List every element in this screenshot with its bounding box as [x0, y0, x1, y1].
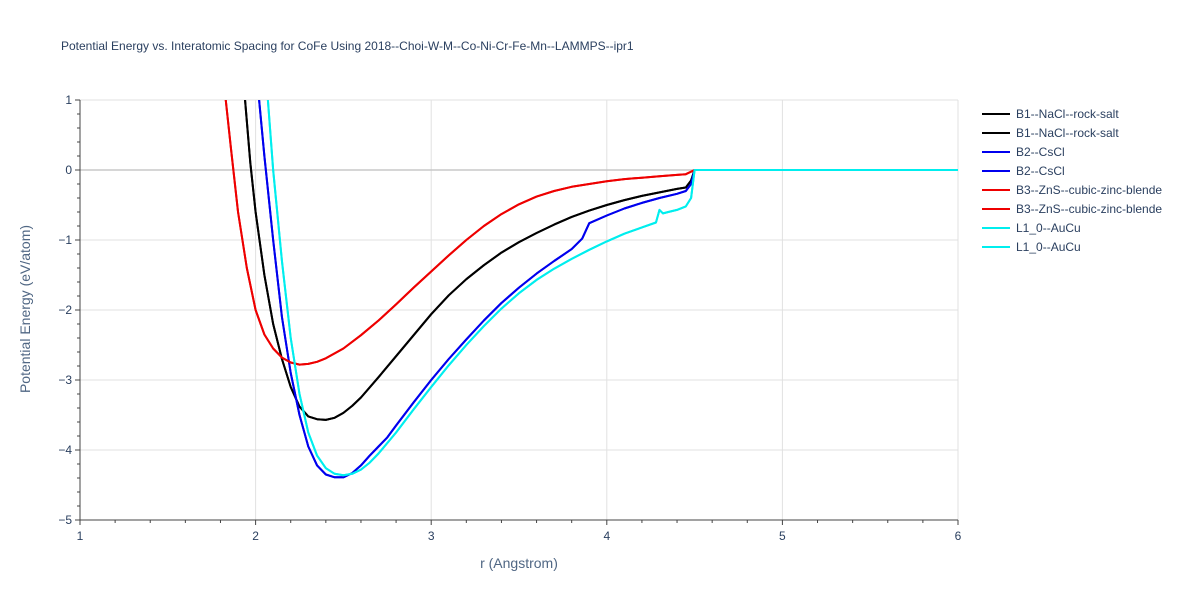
y-tick-label: −5	[58, 513, 72, 527]
legend-label: B2--CsCl	[1016, 164, 1065, 178]
series-layer	[224, 100, 958, 479]
grid-layer	[80, 99, 959, 520]
series-line-3[interactable]	[258, 100, 958, 479]
legend-label: B3--ZnS--cubic-zinc-blende	[1016, 183, 1162, 197]
x-tick-label: 2	[252, 529, 259, 543]
legend-label: B1--NaCl--rock-salt	[1016, 107, 1119, 121]
x-tick-label: 6	[955, 529, 962, 543]
legend-label: L1_0--AuCu	[1016, 240, 1081, 254]
series-line-5[interactable]	[224, 100, 958, 366]
series-line-4[interactable]	[224, 100, 958, 366]
legend-label: B2--CsCl	[1016, 145, 1065, 159]
y-axis-title: Potential Energy (eV/atom)	[17, 225, 33, 393]
legend-item[interactable]: B3--ZnS--cubic-zinc-blende	[982, 202, 1162, 216]
legend-item[interactable]: B2--CsCl	[982, 145, 1065, 159]
x-tick-label: 3	[428, 529, 435, 543]
legend-item[interactable]: B3--ZnS--cubic-zinc-blende	[982, 183, 1162, 197]
y-tick-label: −3	[58, 373, 72, 387]
chart-title: Potential Energy vs. Interatomic Spacing…	[61, 39, 634, 53]
x-tick-label: 5	[779, 529, 786, 543]
legend[interactable]: B1--NaCl--rock-salt B1--NaCl--rock-salt B2…	[982, 107, 1162, 254]
y-tick-label: 0	[65, 163, 72, 177]
legend-item[interactable]: L1_0--AuCu	[982, 221, 1081, 235]
y-tick-label: −2	[58, 303, 72, 317]
x-tick-label: 4	[603, 529, 610, 543]
series-line-2[interactable]	[258, 100, 958, 479]
series-line-7[interactable]	[266, 100, 958, 477]
y-tick-label: 1	[65, 93, 72, 107]
x-axis-title: r (Angstrom)	[480, 555, 558, 571]
legend-label: B3--ZnS--cubic-zinc-blende	[1016, 202, 1162, 216]
series-line-0[interactable]	[244, 100, 958, 421]
legend-item[interactable]: L1_0--AuCu	[982, 240, 1081, 254]
legend-label: L1_0--AuCu	[1016, 221, 1081, 235]
legend-label: B1--NaCl--rock-salt	[1016, 126, 1119, 140]
legend-item[interactable]: B1--NaCl--rock-salt	[982, 107, 1119, 121]
x-tick-label: 1	[77, 529, 84, 543]
series-line-6[interactable]	[266, 100, 958, 477]
y-tick-label: −1	[58, 233, 72, 247]
legend-item[interactable]: B1--NaCl--rock-salt	[982, 126, 1119, 140]
series-line-1[interactable]	[244, 100, 958, 421]
axes-layer: 1 2 3 4 5 6 −5 −4 −3 −2 −1 0 1	[58, 93, 961, 543]
y-tick-label: −4	[58, 443, 72, 457]
legend-item[interactable]: B2--CsCl	[982, 164, 1065, 178]
